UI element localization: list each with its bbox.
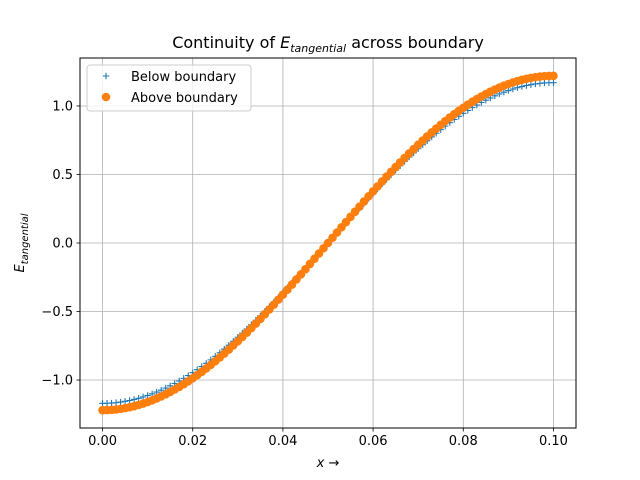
- data-point: [514, 84, 521, 91]
- data-point: [139, 393, 147, 401]
- y-tick-label: 0.5: [52, 168, 73, 183]
- y-axis-label: Etangential: [13, 213, 31, 272]
- x-tick-label: 0.10: [539, 434, 568, 449]
- legend-marker-symbol: [101, 92, 111, 102]
- x-tick-label: 0.06: [359, 434, 388, 449]
- data-point: [527, 81, 535, 88]
- data-point: [130, 396, 138, 403]
- data-point: [144, 392, 151, 399]
- data-point: [550, 79, 557, 86]
- plot-area: [98, 71, 558, 415]
- x-tick-label: 0.04: [268, 434, 297, 449]
- legend-marker-below: [102, 72, 110, 80]
- x-tick-label: 0.08: [449, 434, 478, 449]
- gridlines: [80, 58, 576, 428]
- data-point: [117, 398, 124, 406]
- axis-ticks: 0.00 0.02 0.04 0.06 0.08 0.10 −1.0 −0.5 0.0 0.5 1.…: [41, 99, 568, 449]
- data-point: [121, 398, 129, 405]
- legend-box: [86, 64, 252, 112]
- data-point: [505, 87, 512, 94]
- legend: Below boundary Above boundary: [86, 64, 252, 112]
- legend-label-below: Below boundary: [131, 70, 236, 85]
- y-tick-label: 0.0: [52, 237, 73, 252]
- y-tick-label: −1.0: [41, 374, 73, 389]
- data-point: [509, 85, 517, 93]
- data-point: [126, 397, 133, 404]
- data-point: [532, 80, 539, 88]
- chart-title: Continuity of Etangential across boundar…: [172, 33, 484, 55]
- y-tick-label: 1.0: [52, 99, 73, 114]
- x-axis-label: x →: [316, 456, 340, 471]
- data-point: [549, 71, 558, 81]
- series-above: [98, 71, 558, 415]
- x-tick-label: 0.02: [178, 434, 207, 449]
- data-point: [112, 399, 120, 406]
- legend-marker-above: [101, 92, 111, 102]
- legend-label-above: Above boundary: [131, 91, 238, 106]
- data-point: [518, 83, 526, 90]
- data-point: [500, 88, 508, 96]
- x-tick-label: 0.00: [88, 434, 117, 449]
- data-point: [148, 390, 156, 398]
- y-tick-label: −0.5: [41, 305, 73, 320]
- data-point: [135, 395, 142, 402]
- data-point: [523, 82, 530, 89]
- legend-marker-symbol: [102, 72, 110, 80]
